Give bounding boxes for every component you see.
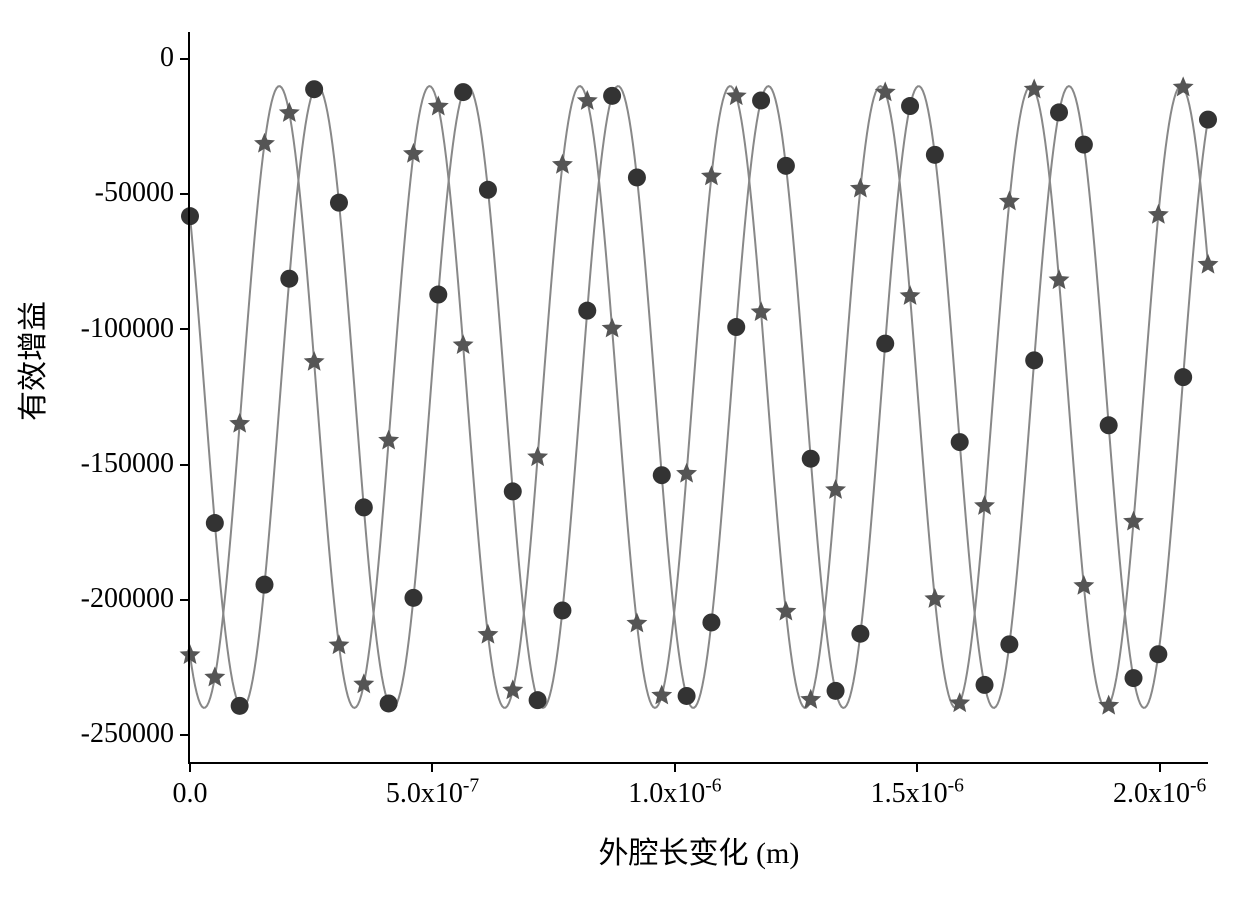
series-star-line [190, 86, 1208, 708]
series-circle-line [190, 86, 1208, 708]
series-circle-marker [702, 613, 720, 631]
series-star-marker [353, 673, 374, 693]
y-tick-label: -250000 [81, 718, 174, 750]
series-star-marker [1198, 254, 1219, 274]
series-star-marker [1098, 695, 1119, 715]
series-circle-marker [603, 87, 621, 105]
series-circle-marker [653, 466, 671, 484]
series-circle-marker [827, 682, 845, 700]
y-tick-label: -200000 [81, 583, 174, 615]
series-circle-marker [553, 601, 571, 619]
series-star-marker [204, 666, 225, 686]
plot-area [190, 32, 1208, 762]
chart-root: 有效增益 外腔长变化 (m) 0 -50000 -100000 -150000 -200… [0, 0, 1240, 897]
series-circle-marker [255, 576, 273, 594]
series-circle-marker [479, 181, 497, 199]
series-circle-marker [628, 168, 646, 186]
series-circle-marker [231, 697, 249, 715]
series-star-marker [502, 679, 523, 699]
y-tick-label: -100000 [81, 313, 174, 345]
series-circle-marker [1100, 416, 1118, 434]
series-star-marker [726, 85, 747, 105]
series-circle-marker [1174, 368, 1192, 386]
series-circle-marker [529, 691, 547, 709]
series-circle-marker [1149, 645, 1167, 663]
series-circle-marker [802, 450, 820, 468]
y-tick-label: 0 [160, 42, 174, 74]
series-circle-marker [901, 97, 919, 115]
series-circle-marker [678, 687, 696, 705]
series-circle-marker [330, 194, 348, 212]
x-tick-label: 0.0 [173, 778, 208, 810]
y-tick-label: -50000 [95, 177, 174, 209]
series-circle-marker [280, 270, 298, 288]
series-circle-marker [1199, 111, 1217, 129]
series-star-marker [875, 81, 896, 101]
series-circle-marker [876, 335, 894, 353]
series-circle-marker [777, 157, 795, 175]
series-circle-marker [429, 286, 447, 304]
series-circle-marker [1075, 136, 1093, 154]
x-tick-label: 1.5x10-6 [871, 778, 964, 810]
series-circle-marker [181, 207, 199, 225]
series-circle-marker [504, 482, 522, 500]
series-circle-marker [305, 80, 323, 98]
y-tick-label: -150000 [81, 448, 174, 480]
series-star-marker [1024, 78, 1045, 98]
series-circle-marker [404, 589, 422, 607]
series-star-marker [949, 692, 970, 712]
series-star-marker [577, 90, 598, 110]
x-tick-label: 5.0x10-7 [386, 778, 479, 810]
x-axis-label: 外腔长变化 (m) [599, 828, 800, 872]
series-circle-marker [951, 433, 969, 451]
series-circle-marker [206, 514, 224, 532]
series-circle-marker [752, 91, 770, 109]
x-tick-label: 2.0x10-6 [1113, 778, 1206, 810]
series-circle-marker [1050, 103, 1068, 121]
data-svg [190, 32, 1208, 762]
series-circle-marker [926, 146, 944, 164]
series-circle-marker [976, 676, 994, 694]
series-circle-marker [727, 318, 745, 336]
series-circle-marker [454, 83, 472, 101]
series-circle-marker [851, 625, 869, 643]
y-axis-label: 有效增益 [8, 381, 52, 421]
series-star-marker [428, 96, 449, 116]
series-circle-marker [1025, 351, 1043, 369]
series-circle-marker [355, 498, 373, 516]
series-star-marker [279, 102, 300, 122]
series-circle-marker [578, 302, 596, 320]
series-circle-marker [380, 694, 398, 712]
series-circle-marker [1000, 635, 1018, 653]
series-star-marker [651, 685, 672, 705]
series-circle-marker [1125, 669, 1143, 687]
x-tick-label: 1.0x10-6 [628, 778, 721, 810]
